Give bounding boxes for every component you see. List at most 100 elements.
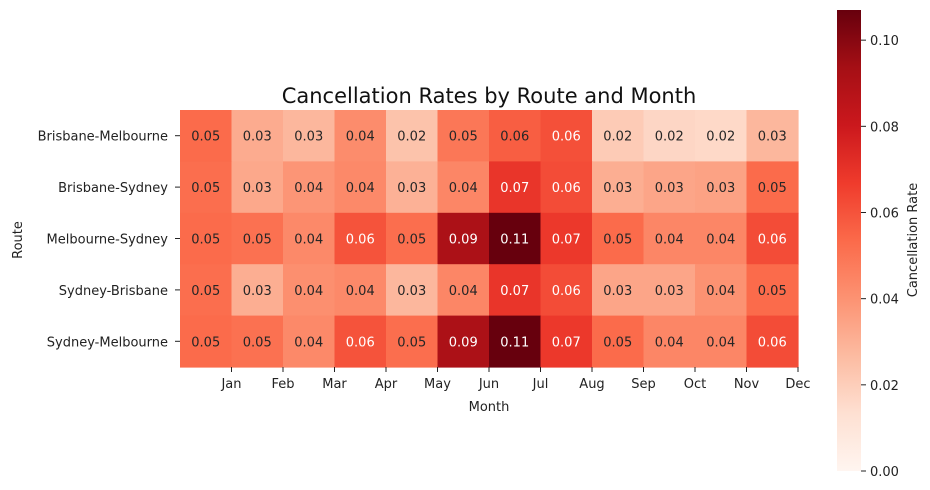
cell-value-label: 0.05 xyxy=(758,284,787,299)
cell-value-label: 0.06 xyxy=(500,130,529,145)
heatmap-cell xyxy=(592,161,645,214)
heatmap-cell xyxy=(643,110,696,162)
heatmap-cell xyxy=(746,315,799,368)
cell-value-label: 0.04 xyxy=(346,130,375,145)
y-tick-label: Sydney-Brisbane xyxy=(59,284,168,299)
heatmap-cell xyxy=(386,212,439,265)
x-tick-label: Jun xyxy=(478,377,499,392)
column-labels: Jan Feb Mar Apr May Jun Jul Aug Sep Oct Nov Dec xyxy=(220,367,811,392)
cell-value-label: 0.06 xyxy=(758,335,787,350)
cell-value-label: 0.03 xyxy=(243,181,272,196)
cell-value-label: 0.05 xyxy=(191,130,220,145)
cell-value-label: 0.03 xyxy=(397,181,426,196)
heatmap-cell xyxy=(592,212,645,265)
heatmap-cell xyxy=(334,161,387,214)
heatmap-cell xyxy=(334,264,387,317)
heatmap-cell xyxy=(386,161,439,214)
heatmap-cell xyxy=(540,315,593,368)
cell-value-label: 0.07 xyxy=(552,233,581,248)
cell-value-label: 0.07 xyxy=(500,284,529,299)
x-tick-label: Jul xyxy=(532,377,549,392)
heatmap-cell xyxy=(489,315,542,368)
cell-value-label: 0.06 xyxy=(552,130,581,145)
cell-value-label: 0.04 xyxy=(655,233,684,248)
cell-value-label: 0.03 xyxy=(243,284,272,299)
colorbar-label: Cancellation Rate xyxy=(906,183,921,297)
cell-value-label: 0.05 xyxy=(397,335,426,350)
colorbar-tick-label: 0.08 xyxy=(870,120,899,135)
cell-value-label: 0.05 xyxy=(603,335,632,350)
cell-value-label: 0.05 xyxy=(191,181,220,196)
heatmap-cell xyxy=(334,110,387,162)
x-tick-label: Mar xyxy=(322,377,347,392)
colorbar xyxy=(837,10,861,471)
cell-value-label: 0.04 xyxy=(294,233,323,248)
cell-value-label: 0.04 xyxy=(294,181,323,196)
x-tick-label: Jan xyxy=(220,377,241,392)
cell-value-label: 0.07 xyxy=(552,335,581,350)
x-tick-label: Dec xyxy=(785,377,810,392)
cell-value-label: 0.04 xyxy=(346,181,375,196)
cell-value-label: 0.04 xyxy=(294,284,323,299)
y-tick-label: Melbourne-Sydney xyxy=(47,233,169,248)
heatmap-cell xyxy=(386,264,439,317)
heatmap-cell xyxy=(489,110,542,162)
colorbar-tick-label: 0.06 xyxy=(870,206,899,221)
heatmap-cell xyxy=(746,264,799,317)
cell-value-label: 0.02 xyxy=(397,130,426,145)
x-tick-label: Sep xyxy=(631,377,656,392)
heatmap-cell xyxy=(437,212,490,265)
cell-value-label: 0.04 xyxy=(706,284,735,299)
colorbar-ticks: 0.00 0.02 0.04 0.06 0.08 0.10 xyxy=(861,34,899,480)
cell-value-label: 0.03 xyxy=(397,284,426,299)
y-tick-label: Brisbane-Sydney xyxy=(58,181,168,196)
heatmap-cell xyxy=(592,315,645,368)
heatmap-cell xyxy=(231,161,284,214)
cell-value-label: 0.07 xyxy=(500,181,529,196)
cell-value-label: 0.09 xyxy=(449,233,478,248)
heatmap-cell xyxy=(180,212,233,265)
cell-value-label: 0.02 xyxy=(603,130,632,145)
heatmap-cell xyxy=(386,315,439,368)
y-tick-label: Brisbane-Melbourne xyxy=(38,130,168,145)
cell-value-label: 0.03 xyxy=(655,181,684,196)
heatmap-cell xyxy=(334,315,387,368)
heatmap-cell xyxy=(231,264,284,317)
colorbar-tick-label: 0.02 xyxy=(870,379,899,394)
heatmap-cell xyxy=(592,264,645,317)
x-tick-label: Apr xyxy=(375,377,398,392)
heatmap-cell xyxy=(283,110,336,162)
heatmap-cell xyxy=(695,110,748,162)
heatmap-cell xyxy=(643,264,696,317)
heatmap-cell xyxy=(283,315,336,368)
cell-value-label: 0.05 xyxy=(449,130,478,145)
cell-value-label: 0.06 xyxy=(758,233,787,248)
y-axis-title: Route xyxy=(11,221,26,259)
row-labels: Brisbane-Melbourne Brisbane-Sydney Melbour… xyxy=(38,130,180,350)
cell-value-label: 0.03 xyxy=(603,284,632,299)
cell-value-label: 0.04 xyxy=(449,284,478,299)
heatmap-cell xyxy=(180,315,233,368)
cell-value-label: 0.05 xyxy=(243,233,272,248)
heatmap-cell xyxy=(540,264,593,317)
x-tick-label: May xyxy=(424,377,451,392)
heatmap-cell xyxy=(540,161,593,214)
cell-value-label: 0.05 xyxy=(603,233,632,248)
heatmap-cells: 0.05 0.03 0.03 0.04 0.02 0.05 0.06 0.06 0.02 0.02… xyxy=(180,110,799,368)
y-tick-label: Sydney-Melbourne xyxy=(47,335,168,350)
cell-value-label: 0.02 xyxy=(706,130,735,145)
x-tick-label: Feb xyxy=(271,377,294,392)
heatmap-cell xyxy=(180,110,233,162)
x-tick-label: Aug xyxy=(579,377,604,392)
cell-value-label: 0.03 xyxy=(294,130,323,145)
cell-value-label: 0.06 xyxy=(346,233,375,248)
heatmap-cell xyxy=(695,264,748,317)
heatmap-cell xyxy=(437,315,490,368)
cell-value-label: 0.04 xyxy=(449,181,478,196)
heatmap-cell xyxy=(231,212,284,265)
heatmap-cell xyxy=(437,161,490,214)
cell-value-label: 0.06 xyxy=(552,284,581,299)
cell-value-label: 0.11 xyxy=(500,233,529,248)
cell-value-label: 0.05 xyxy=(397,233,426,248)
